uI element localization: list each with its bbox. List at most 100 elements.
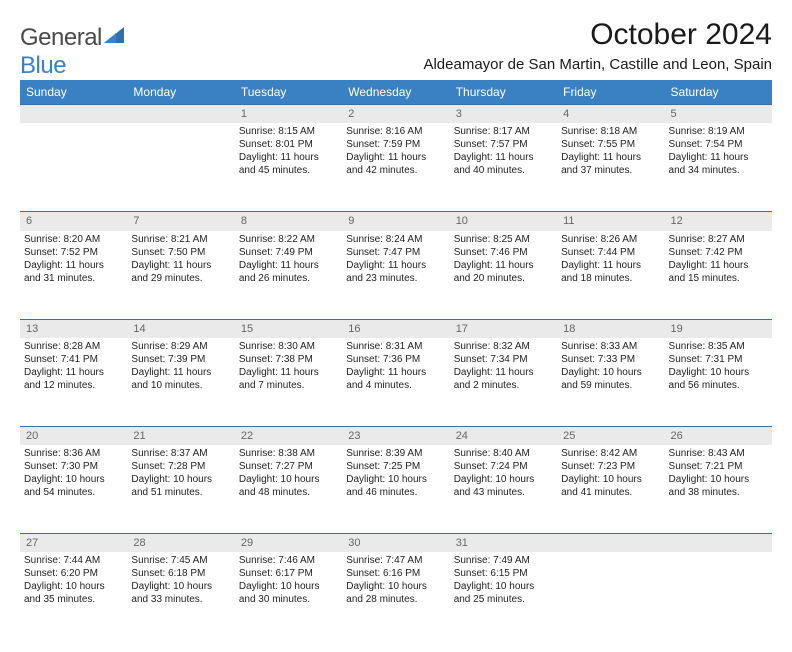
sunset-text: Sunset: 7:46 PM (454, 246, 553, 259)
day-number (20, 105, 127, 124)
sunrise-text: Sunrise: 8:31 AM (346, 340, 445, 353)
daylight-line2: and 45 minutes. (239, 164, 338, 177)
daylight-line1: Daylight: 11 hours (239, 366, 338, 379)
sunset-text: Sunset: 7:34 PM (454, 353, 553, 366)
sunrise-text: Sunrise: 7:45 AM (131, 554, 230, 567)
sunrise-text: Sunrise: 8:30 AM (239, 340, 338, 353)
day-cell (665, 552, 772, 640)
daylight-line2: and 15 minutes. (669, 272, 768, 285)
day-cell: Sunrise: 8:35 AMSunset: 7:31 PMDaylight:… (665, 338, 772, 427)
day-cell: Sunrise: 8:42 AMSunset: 7:23 PMDaylight:… (557, 445, 664, 534)
sunrise-text: Sunrise: 8:20 AM (24, 233, 123, 246)
day-number-row: 12345 (20, 105, 772, 124)
daylight-line1: Daylight: 11 hours (346, 366, 445, 379)
day-cell-text: Sunrise: 8:25 AMSunset: 7:46 PMDaylight:… (454, 231, 553, 285)
day-cell-text: Sunrise: 8:15 AMSunset: 8:01 PMDaylight:… (239, 123, 338, 177)
logo-word1: General (20, 24, 102, 51)
sunset-text: Sunset: 7:31 PM (669, 353, 768, 366)
daylight-line2: and 35 minutes. (24, 593, 123, 606)
day-cell-text: Sunrise: 7:47 AMSunset: 6:16 PMDaylight:… (346, 552, 445, 606)
day-cell-text: Sunrise: 8:28 AMSunset: 7:41 PMDaylight:… (24, 338, 123, 392)
daylight-line1: Daylight: 10 hours (561, 366, 660, 379)
calendar-table: Sunday Monday Tuesday Wednesday Thursday… (20, 80, 772, 640)
day-cell-text: Sunrise: 8:19 AMSunset: 7:54 PMDaylight:… (669, 123, 768, 177)
sunrise-text: Sunrise: 8:19 AM (669, 125, 768, 138)
day-cell: Sunrise: 8:33 AMSunset: 7:33 PMDaylight:… (557, 338, 664, 427)
day-cell-text: Sunrise: 8:40 AMSunset: 7:24 PMDaylight:… (454, 445, 553, 499)
weekday-header: Monday (127, 80, 234, 105)
daylight-line1: Daylight: 11 hours (454, 151, 553, 164)
location-text: Aldeamayor de San Martin, Castille and L… (423, 56, 772, 73)
daylight-line1: Daylight: 11 hours (561, 151, 660, 164)
daylight-line2: and 38 minutes. (669, 486, 768, 499)
daylight-line1: Daylight: 11 hours (561, 259, 660, 272)
weekday-header: Wednesday (342, 80, 449, 105)
day-cell-text: Sunrise: 8:18 AMSunset: 7:55 PMDaylight:… (561, 123, 660, 177)
sunset-text: Sunset: 6:17 PM (239, 567, 338, 580)
day-cell-text: Sunrise: 8:32 AMSunset: 7:34 PMDaylight:… (454, 338, 553, 392)
daylight-line2: and 23 minutes. (346, 272, 445, 285)
day-cell-text: Sunrise: 8:39 AMSunset: 7:25 PMDaylight:… (346, 445, 445, 499)
daylight-line1: Daylight: 11 hours (131, 259, 230, 272)
sunset-text: Sunset: 7:21 PM (669, 460, 768, 473)
daylight-line2: and 29 minutes. (131, 272, 230, 285)
day-number: 22 (235, 426, 342, 445)
day-cell: Sunrise: 8:31 AMSunset: 7:36 PMDaylight:… (342, 338, 449, 427)
day-cell: Sunrise: 8:37 AMSunset: 7:28 PMDaylight:… (127, 445, 234, 534)
day-cell: Sunrise: 7:49 AMSunset: 6:15 PMDaylight:… (450, 552, 557, 640)
sunset-text: Sunset: 7:57 PM (454, 138, 553, 151)
sunrise-text: Sunrise: 8:18 AM (561, 125, 660, 138)
day-number: 14 (127, 319, 234, 338)
day-cell-text: Sunrise: 8:35 AMSunset: 7:31 PMDaylight:… (669, 338, 768, 392)
sunset-text: Sunset: 6:18 PM (131, 567, 230, 580)
sunrise-text: Sunrise: 8:27 AM (669, 233, 768, 246)
day-cell-text: Sunrise: 7:45 AMSunset: 6:18 PMDaylight:… (131, 552, 230, 606)
sunset-text: Sunset: 6:16 PM (346, 567, 445, 580)
daylight-line2: and 37 minutes. (561, 164, 660, 177)
sunset-text: Sunset: 7:47 PM (346, 246, 445, 259)
day-number: 13 (20, 319, 127, 338)
day-number (557, 534, 664, 553)
weekday-header-row: Sunday Monday Tuesday Wednesday Thursday… (20, 80, 772, 105)
day-cell: Sunrise: 7:45 AMSunset: 6:18 PMDaylight:… (127, 552, 234, 640)
day-cell: Sunrise: 8:38 AMSunset: 7:27 PMDaylight:… (235, 445, 342, 534)
daylight-line1: Daylight: 11 hours (669, 151, 768, 164)
day-number: 25 (557, 426, 664, 445)
day-number: 24 (450, 426, 557, 445)
daylight-line2: and 20 minutes. (454, 272, 553, 285)
day-cell-text: Sunrise: 8:31 AMSunset: 7:36 PMDaylight:… (346, 338, 445, 392)
day-cell-text: Sunrise: 8:36 AMSunset: 7:30 PMDaylight:… (24, 445, 123, 499)
day-cell: Sunrise: 8:15 AMSunset: 8:01 PMDaylight:… (235, 123, 342, 212)
logo-word2: Blue (20, 52, 66, 79)
day-cell-text: Sunrise: 8:21 AMSunset: 7:50 PMDaylight:… (131, 231, 230, 285)
day-number-row: 13141516171819 (20, 319, 772, 338)
daylight-line2: and 41 minutes. (561, 486, 660, 499)
sunrise-text: Sunrise: 8:22 AM (239, 233, 338, 246)
day-cell-text: Sunrise: 8:22 AMSunset: 7:49 PMDaylight:… (239, 231, 338, 285)
daylight-line1: Daylight: 11 hours (346, 151, 445, 164)
day-cell (557, 552, 664, 640)
sunset-text: Sunset: 7:52 PM (24, 246, 123, 259)
day-number-row: 6789101112 (20, 212, 772, 231)
day-cell-text: Sunrise: 8:33 AMSunset: 7:33 PMDaylight:… (561, 338, 660, 392)
sunrise-text: Sunrise: 8:33 AM (561, 340, 660, 353)
daylight-line1: Daylight: 10 hours (454, 473, 553, 486)
day-number: 29 (235, 534, 342, 553)
daylight-line1: Daylight: 11 hours (239, 259, 338, 272)
day-number: 26 (665, 426, 772, 445)
day-cell: Sunrise: 7:47 AMSunset: 6:16 PMDaylight:… (342, 552, 449, 640)
day-cell: Sunrise: 8:30 AMSunset: 7:38 PMDaylight:… (235, 338, 342, 427)
sunset-text: Sunset: 7:24 PM (454, 460, 553, 473)
day-cell: Sunrise: 8:16 AMSunset: 7:59 PMDaylight:… (342, 123, 449, 212)
sunset-text: Sunset: 7:54 PM (669, 138, 768, 151)
day-number: 6 (20, 212, 127, 231)
day-cell-text: Sunrise: 8:43 AMSunset: 7:21 PMDaylight:… (669, 445, 768, 499)
daylight-line1: Daylight: 10 hours (346, 473, 445, 486)
day-content-row: Sunrise: 8:36 AMSunset: 7:30 PMDaylight:… (20, 445, 772, 534)
daylight-line2: and 54 minutes. (24, 486, 123, 499)
daylight-line2: and 2 minutes. (454, 379, 553, 392)
weekday-header: Thursday (450, 80, 557, 105)
day-cell: Sunrise: 8:22 AMSunset: 7:49 PMDaylight:… (235, 231, 342, 320)
daylight-line1: Daylight: 10 hours (24, 580, 123, 593)
day-cell: Sunrise: 8:21 AMSunset: 7:50 PMDaylight:… (127, 231, 234, 320)
